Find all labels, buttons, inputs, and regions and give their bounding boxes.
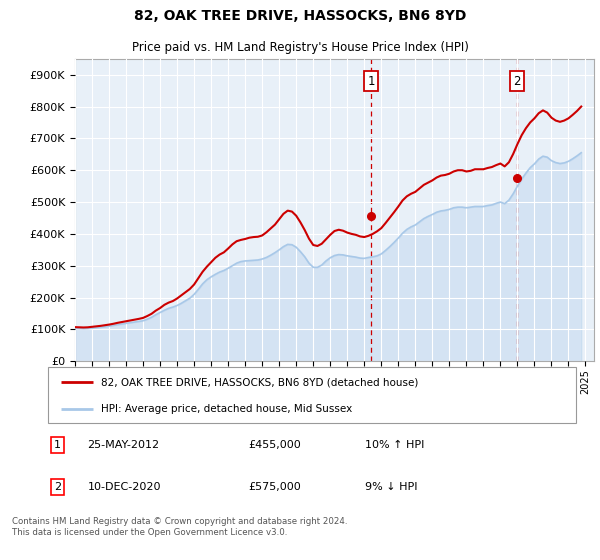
Text: £575,000: £575,000 [248,482,301,492]
Text: Price paid vs. HM Land Registry's House Price Index (HPI): Price paid vs. HM Land Registry's House … [131,41,469,54]
Text: 1: 1 [367,74,375,87]
Text: 2: 2 [513,74,520,87]
FancyBboxPatch shape [48,367,576,423]
Text: 82, OAK TREE DRIVE, HASSOCKS, BN6 8YD: 82, OAK TREE DRIVE, HASSOCKS, BN6 8YD [134,9,466,23]
Text: Contains HM Land Registry data © Crown copyright and database right 2024.
This d: Contains HM Land Registry data © Crown c… [12,517,347,536]
Text: 10-DEC-2020: 10-DEC-2020 [88,482,161,492]
Text: 25-MAY-2012: 25-MAY-2012 [88,440,160,450]
Text: 9% ↓ HPI: 9% ↓ HPI [365,482,418,492]
Text: 82, OAK TREE DRIVE, HASSOCKS, BN6 8YD (detached house): 82, OAK TREE DRIVE, HASSOCKS, BN6 8YD (d… [101,377,418,388]
Text: £455,000: £455,000 [248,440,301,450]
Text: 10% ↑ HPI: 10% ↑ HPI [365,440,424,450]
Text: 1: 1 [54,440,61,450]
Text: 2: 2 [54,482,61,492]
Text: HPI: Average price, detached house, Mid Sussex: HPI: Average price, detached house, Mid … [101,404,352,414]
